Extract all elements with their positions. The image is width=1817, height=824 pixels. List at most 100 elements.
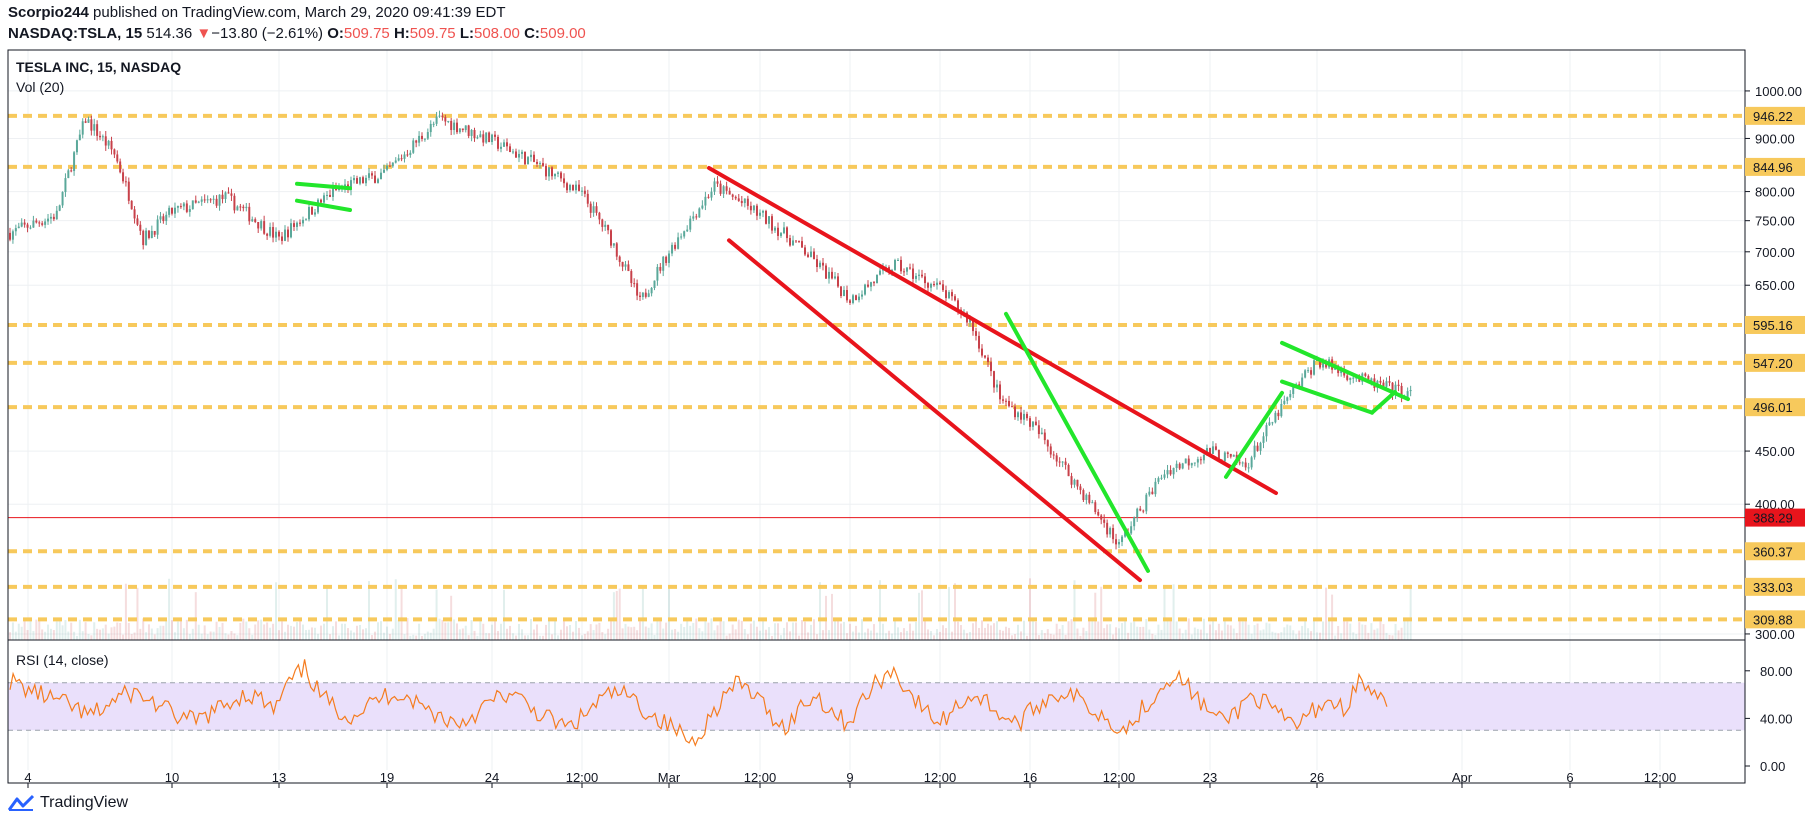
candle-body (409, 152, 412, 156)
volume-bar (771, 635, 773, 640)
volume-bar (999, 629, 1001, 640)
candle-body (230, 193, 233, 196)
candle-body (876, 274, 878, 283)
level-price-box (1745, 542, 1805, 561)
volume-bar (728, 633, 731, 640)
time-tick-label: 10 (165, 770, 179, 785)
candle-body (1160, 477, 1163, 479)
candle-body (104, 136, 107, 146)
candle-body (530, 154, 532, 158)
volume-bar (966, 633, 968, 640)
flag-line[interactable] (1004, 311, 1150, 573)
volume-bar (1091, 620, 1094, 640)
candle-body (1109, 528, 1112, 535)
channel-lower-line[interactable] (727, 238, 1142, 583)
volume-bar (554, 619, 556, 640)
volume-bar (359, 624, 361, 640)
candle-body (171, 207, 173, 214)
flag-line[interactable] (1280, 340, 1410, 402)
candle-body (1178, 463, 1181, 469)
volume-bar (996, 621, 998, 640)
candle-body (147, 230, 150, 238)
candle-body (1034, 421, 1037, 426)
candle-body (783, 227, 785, 234)
candle-body (1023, 413, 1025, 420)
flag-line[interactable] (295, 181, 352, 191)
flag-line[interactable] (1280, 379, 1374, 415)
volume-bar (813, 619, 815, 640)
volume-bar (1331, 594, 1334, 640)
candle-body (948, 292, 950, 299)
rsi-legend[interactable]: RSI (14, close) (16, 652, 109, 668)
candle-body (447, 120, 450, 122)
level-price-box (1745, 353, 1805, 372)
candle-body (269, 227, 272, 236)
volume-bar (912, 630, 914, 640)
volume-bar (107, 633, 110, 640)
candle-body (1061, 461, 1064, 463)
volume-bar (636, 630, 639, 640)
candle-body (843, 289, 845, 297)
candle-body (1247, 467, 1250, 469)
volume-bar (945, 628, 947, 640)
candle-body (394, 160, 397, 163)
candle-body (159, 216, 162, 220)
volume-bar (951, 631, 953, 640)
channel-upper-line[interactable] (707, 165, 1278, 496)
flag-line[interactable] (1370, 389, 1397, 415)
volume-bar (287, 624, 289, 640)
volume-bar (572, 631, 574, 640)
volume-bar (284, 631, 286, 640)
volume-bar (1316, 632, 1318, 640)
candle-body (1367, 375, 1370, 382)
candle-body (924, 276, 926, 284)
candle-body (456, 122, 458, 133)
volume-bar (633, 626, 636, 640)
tradingview-brand[interactable]: TradingView (8, 794, 128, 812)
candle-body (840, 286, 842, 297)
volume-bar (963, 629, 965, 640)
volume-bar (397, 619, 400, 640)
open-value: 509.75 (343, 25, 390, 42)
volume-bar (1157, 624, 1160, 640)
candle-body (909, 267, 911, 269)
volume-legend[interactable]: Vol (20) (16, 79, 64, 95)
volume-bar (566, 626, 568, 640)
volume-bar (338, 635, 340, 640)
flag-line[interactable] (1224, 390, 1284, 479)
candle-body (75, 140, 78, 153)
candle-body (852, 295, 854, 303)
flag-line[interactable] (295, 198, 352, 212)
candle-body (939, 282, 941, 285)
chart-legend-title[interactable]: TESLA INC, 15, NASDAQ (16, 59, 181, 75)
volume-bar (206, 634, 209, 640)
candle-body (598, 212, 601, 220)
candle-body (873, 282, 875, 284)
volume-bar (23, 619, 26, 640)
candle-body (610, 230, 612, 246)
volume-bar (429, 632, 432, 640)
candle-body (1352, 377, 1355, 379)
volume-bar (915, 621, 917, 640)
candle-body (551, 167, 553, 177)
volume-bar (615, 590, 618, 640)
volume-bar (647, 627, 650, 640)
brand-text: TradingView (40, 794, 129, 811)
volume-bar (650, 623, 653, 640)
candle-body (1103, 519, 1106, 523)
volume-bar (320, 625, 322, 640)
volume-bar (867, 628, 869, 640)
volume-bar (1109, 624, 1112, 640)
volume-bar (831, 593, 833, 640)
volume-bar (993, 623, 995, 640)
author-name[interactable]: Scorpio244 (8, 4, 89, 21)
volume-bar (299, 619, 301, 640)
price-axis[interactable]: 1000.00 900.00 800.00 750.00 700.00 650.00 450… (1745, 84, 1805, 774)
candle-body (801, 241, 803, 248)
volume-bar (1043, 633, 1046, 640)
candle-body (906, 267, 908, 272)
volume-bar (464, 625, 467, 640)
time-axis[interactable]: 4 10 13 19 24 12:00 Mar 12:00 9 12:00 16 12:00 23 26 A… (24, 770, 1676, 788)
volume-bar (412, 634, 415, 640)
